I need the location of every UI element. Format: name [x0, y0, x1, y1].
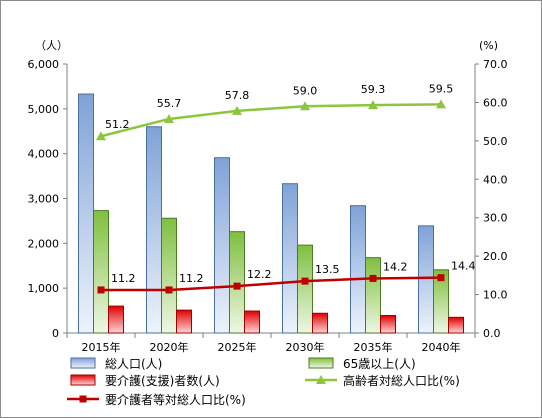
bar-2	[433, 269, 449, 334]
bar-2	[161, 217, 177, 334]
data-label: 14.2	[383, 260, 408, 273]
right-tick-label: 60.0	[483, 96, 508, 109]
triangle-point	[436, 99, 446, 109]
right-tick-label: 20.0	[483, 250, 508, 263]
bar-2	[365, 257, 381, 334]
bar-1	[350, 205, 366, 334]
bar-3	[176, 309, 192, 334]
triangle-point	[164, 113, 174, 123]
data-label: 14.4	[451, 260, 476, 273]
right-tick-label: 10.0	[483, 289, 508, 302]
data-label: 51.2	[105, 118, 130, 131]
left-tick-label: 5,000	[28, 103, 60, 116]
legend-marker	[316, 375, 326, 384]
square-point	[301, 277, 309, 285]
right-tick-label: 30.0	[483, 212, 508, 225]
legend-label: 65歳以上(人)	[343, 357, 416, 371]
legend-label: 要介護者等対総人口比(%)	[105, 392, 246, 407]
bar-3	[448, 316, 464, 334]
bar-2	[229, 231, 245, 334]
data-label: 59.3	[361, 83, 386, 96]
bar-3	[312, 312, 328, 334]
left-tick-label: 4,000	[28, 148, 60, 161]
legend-swatch	[70, 374, 96, 386]
x-category-label: 2035年	[354, 340, 393, 354]
right-tick-label: 40.0	[483, 173, 508, 186]
data-label: 11.2	[111, 272, 136, 285]
legend-label: 総人口(人)	[105, 357, 162, 371]
bar-3	[108, 305, 124, 334]
triangle-point	[232, 105, 242, 115]
bar-3	[244, 310, 260, 334]
legend-marker	[79, 395, 87, 403]
bar-1	[214, 157, 230, 334]
triangle-point	[96, 131, 106, 141]
right-unit-label: (%)	[479, 39, 498, 52]
data-label: 13.5	[315, 263, 340, 276]
square-point	[97, 286, 105, 294]
right-tick-label: 70.0	[483, 58, 508, 71]
legend-label: 要介護(支援)者数(人)	[105, 373, 220, 388]
left-tick-label: 6,000	[28, 58, 60, 71]
data-label: 12.2	[247, 268, 272, 281]
square-point	[233, 282, 241, 290]
data-label: 55.7	[157, 97, 182, 110]
series-line	[101, 276, 442, 292]
legend-swatch	[70, 357, 96, 369]
bar-3	[380, 315, 396, 334]
square-point	[165, 286, 173, 294]
bar-2	[297, 244, 313, 334]
left-unit-label: （人）	[35, 39, 68, 52]
bar-1	[78, 93, 94, 334]
triangle-point	[300, 101, 310, 111]
bar-1	[418, 225, 434, 334]
triangle-point	[368, 100, 378, 110]
left-tick-label: 1,000	[28, 282, 60, 295]
left-tick-label: 0	[52, 327, 59, 340]
bar-2	[93, 210, 109, 334]
legend-swatch	[308, 357, 334, 369]
square-point	[369, 274, 377, 282]
x-category-label: 2025年	[218, 340, 257, 354]
series-line	[100, 103, 442, 138]
left-tick-label: 2,000	[28, 237, 60, 250]
x-category-label: 2030年	[286, 340, 325, 354]
square-point	[437, 274, 445, 282]
data-label: 11.2	[179, 272, 204, 285]
legend-label: 高齢者対総人口比(%)	[343, 373, 460, 388]
right-tick-label: 0.0	[483, 327, 501, 340]
data-label: 57.8	[225, 89, 250, 102]
data-label: 59.5	[429, 82, 454, 95]
x-category-label: 2020年	[150, 340, 189, 354]
data-label: 59.0	[293, 84, 318, 97]
x-category-label: 2040年	[422, 340, 461, 354]
left-tick-label: 3,000	[28, 193, 60, 206]
right-tick-label: 50.0	[483, 135, 508, 148]
bar-1	[146, 126, 162, 334]
x-category-label: 2015年	[82, 340, 121, 354]
bar-1	[282, 183, 298, 334]
